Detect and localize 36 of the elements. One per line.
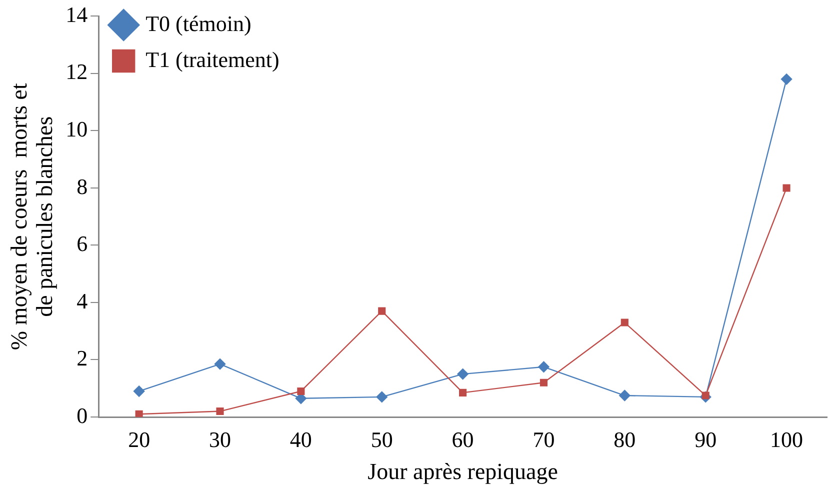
- point: [135, 410, 143, 417]
- point: [620, 318, 628, 326]
- point: [457, 368, 468, 380]
- y-tick-label: 0: [76, 402, 88, 428]
- point: [376, 391, 388, 403]
- y-tick-label: 14: [66, 2, 88, 27]
- point: [538, 361, 550, 372]
- x-tick-label: 30: [209, 426, 231, 452]
- x-tick-label: 40: [290, 426, 312, 452]
- point: [780, 74, 792, 85]
- y-tick-label: 4: [76, 288, 88, 314]
- x-tick-label: 100: [770, 426, 804, 452]
- y-tick-label: 6: [76, 231, 88, 256]
- y-tick-label: 2: [76, 346, 88, 371]
- point: [782, 184, 790, 192]
- point: [459, 388, 467, 396]
- x-tick-label: 80: [614, 426, 636, 452]
- y-tick-label: 8: [76, 174, 88, 199]
- point: [133, 386, 145, 397]
- x-tick-label: 20: [128, 426, 150, 452]
- point: [619, 390, 630, 402]
- x-tick-label: 90: [694, 426, 717, 452]
- point: [540, 378, 548, 386]
- y-tick-label: 10: [66, 116, 88, 142]
- point: [214, 358, 226, 370]
- y-axis-title: % moyen de coeurs morts et de panicules blanches: [6, 82, 57, 350]
- x-tick-label: 60: [452, 426, 474, 452]
- legend-label: T1 (traitement): [146, 46, 280, 72]
- x-axis-title: Jour après repiquage: [368, 459, 558, 484]
- point: [378, 307, 386, 315]
- x-tick-label: 70: [532, 426, 555, 452]
- y-tick-label: 12: [66, 59, 88, 84]
- point: [216, 407, 224, 416]
- legend-label: T0 (témoin): [146, 10, 252, 36]
- x-tick-label: 50: [370, 426, 393, 452]
- point: [297, 387, 305, 396]
